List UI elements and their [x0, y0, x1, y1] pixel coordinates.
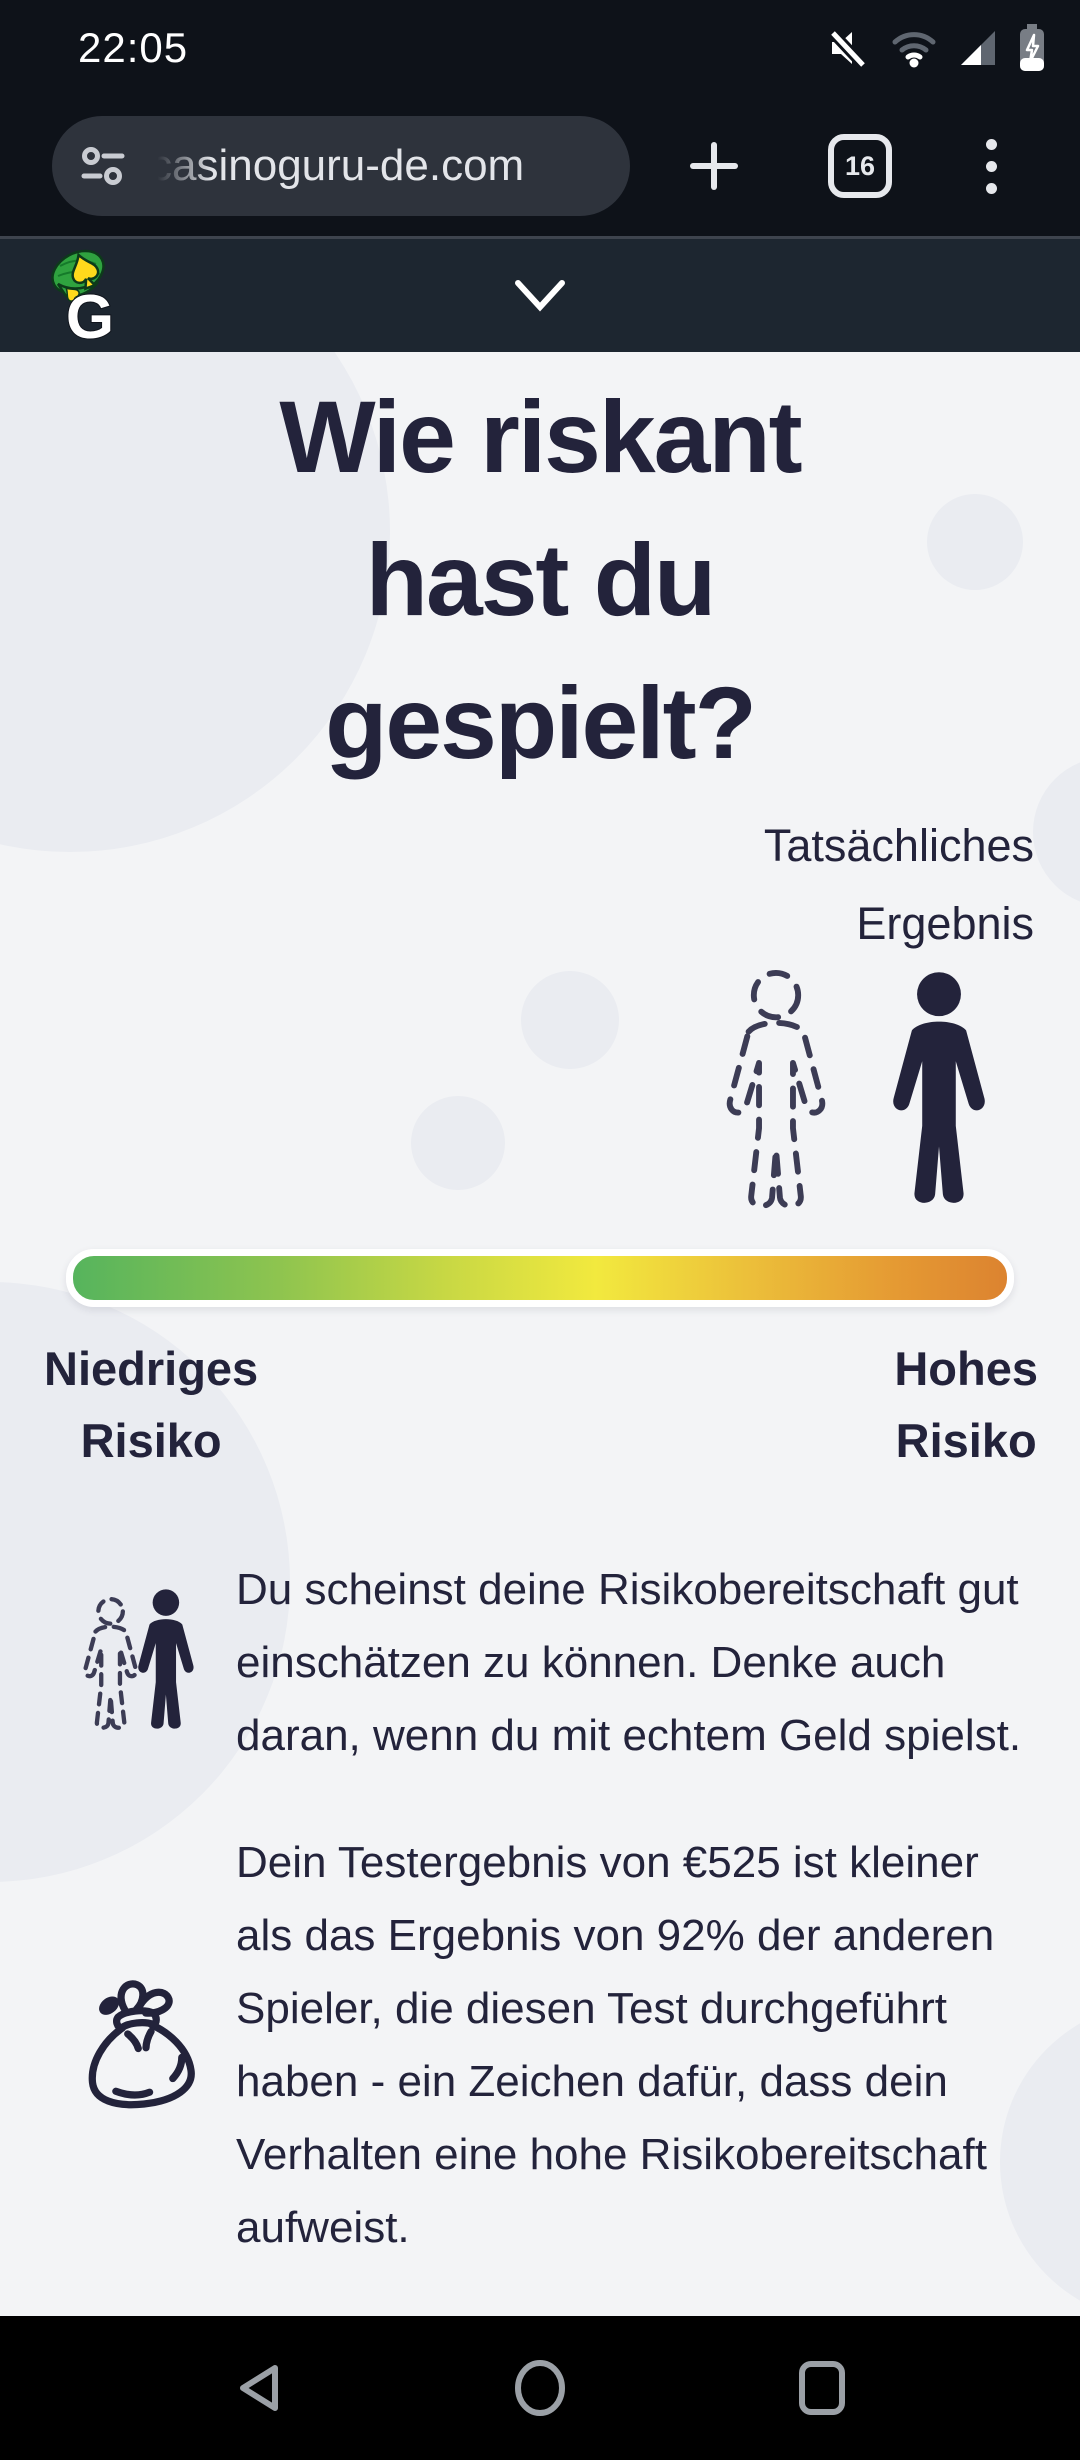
battery-charging-icon — [1020, 24, 1044, 71]
actual-result-person-icon — [893, 972, 985, 1203]
result-figures — [0, 965, 1010, 1217]
home-button[interactable] — [510, 2358, 570, 2418]
decorative-circle — [521, 971, 619, 1069]
new-tab-button[interactable] — [686, 138, 742, 194]
paragraph-text: Du scheinst deine Risikobereitschaft gut… — [236, 1565, 1022, 1760]
tab-switcher-button[interactable]: 16 — [828, 134, 892, 198]
logo-letter-g: G — [66, 283, 114, 346]
kebab-dot — [986, 138, 997, 150]
low-risk-line: Niedriges — [44, 1342, 259, 1395]
risk-scale-labels: Niedriges Risiko Hohes Risiko — [44, 1333, 1038, 1477]
kebab-dot — [986, 160, 997, 172]
back-icon — [240, 2365, 278, 2411]
status-icons — [826, 24, 1046, 72]
url-text: casinoguru-de.com — [150, 141, 525, 190]
low-risk-label: Niedriges Risiko — [44, 1333, 258, 1477]
decorative-circle — [411, 1096, 505, 1190]
mute-icon — [828, 29, 868, 69]
expected-result-person-icon — [702, 969, 850, 1217]
self-assessment-person-icon — [64, 1587, 216, 1739]
result-label-line: Ergebnis — [856, 898, 1034, 949]
overflow-menu-button[interactable] — [986, 138, 997, 194]
address-bar[interactable]: casinoguru-de.com — [52, 116, 630, 216]
title-line: hast du — [365, 523, 717, 637]
tab-count: 16 — [844, 150, 876, 181]
site-header: G — [0, 236, 1080, 352]
decorative-circle — [927, 494, 1023, 590]
back-button[interactable] — [228, 2358, 288, 2418]
result-paragraph: Dein Testergebnis von €525 ist kleiner a… — [64, 1826, 1024, 2264]
result-paragraph: Du scheinst deine Risikobereitschaft gut… — [64, 1553, 1024, 1772]
chevron-down-icon[interactable] — [511, 279, 569, 313]
high-risk-line: Hohes — [894, 1342, 1038, 1395]
high-risk-line: Risiko — [895, 1414, 1037, 1467]
cell-signal-icon — [961, 31, 995, 65]
site-settings-icon[interactable] — [80, 143, 126, 189]
low-risk-line: Risiko — [80, 1414, 222, 1467]
money-bag-icon — [64, 1977, 216, 2113]
result-label-line: Tatsächliches — [763, 820, 1034, 871]
recents-button[interactable] — [792, 2358, 852, 2418]
casino-guru-logo[interactable]: G — [48, 246, 126, 346]
paragraph-text: Dein Testergebnis von €525 ist kleiner a… — [236, 1838, 995, 2252]
clock: 22:05 — [78, 24, 189, 71]
recents-icon — [799, 2361, 845, 2415]
page-title: Wie riskant hast du gespielt? — [0, 352, 1080, 795]
title-line: gespielt? — [325, 666, 757, 780]
wifi-icon — [892, 32, 936, 68]
actual-result-label: Tatsächliches Ergebnis — [0, 807, 1034, 963]
plus-icon — [690, 142, 738, 190]
high-risk-label: Hohes Risiko — [894, 1333, 1038, 1477]
title-line: Wie riskant — [279, 380, 802, 494]
home-icon — [515, 2360, 565, 2416]
status-bar: 22:05 — [0, 0, 1080, 96]
risk-gradient-bar — [66, 1249, 1014, 1307]
browser-toolbar: casinoguru-de.com 16 — [0, 96, 1080, 236]
page-content: Wie riskant hast du gespielt? Tatsächlic… — [0, 352, 1080, 2316]
android-navigation-bar — [0, 2316, 1080, 2460]
kebab-dot — [986, 182, 997, 194]
